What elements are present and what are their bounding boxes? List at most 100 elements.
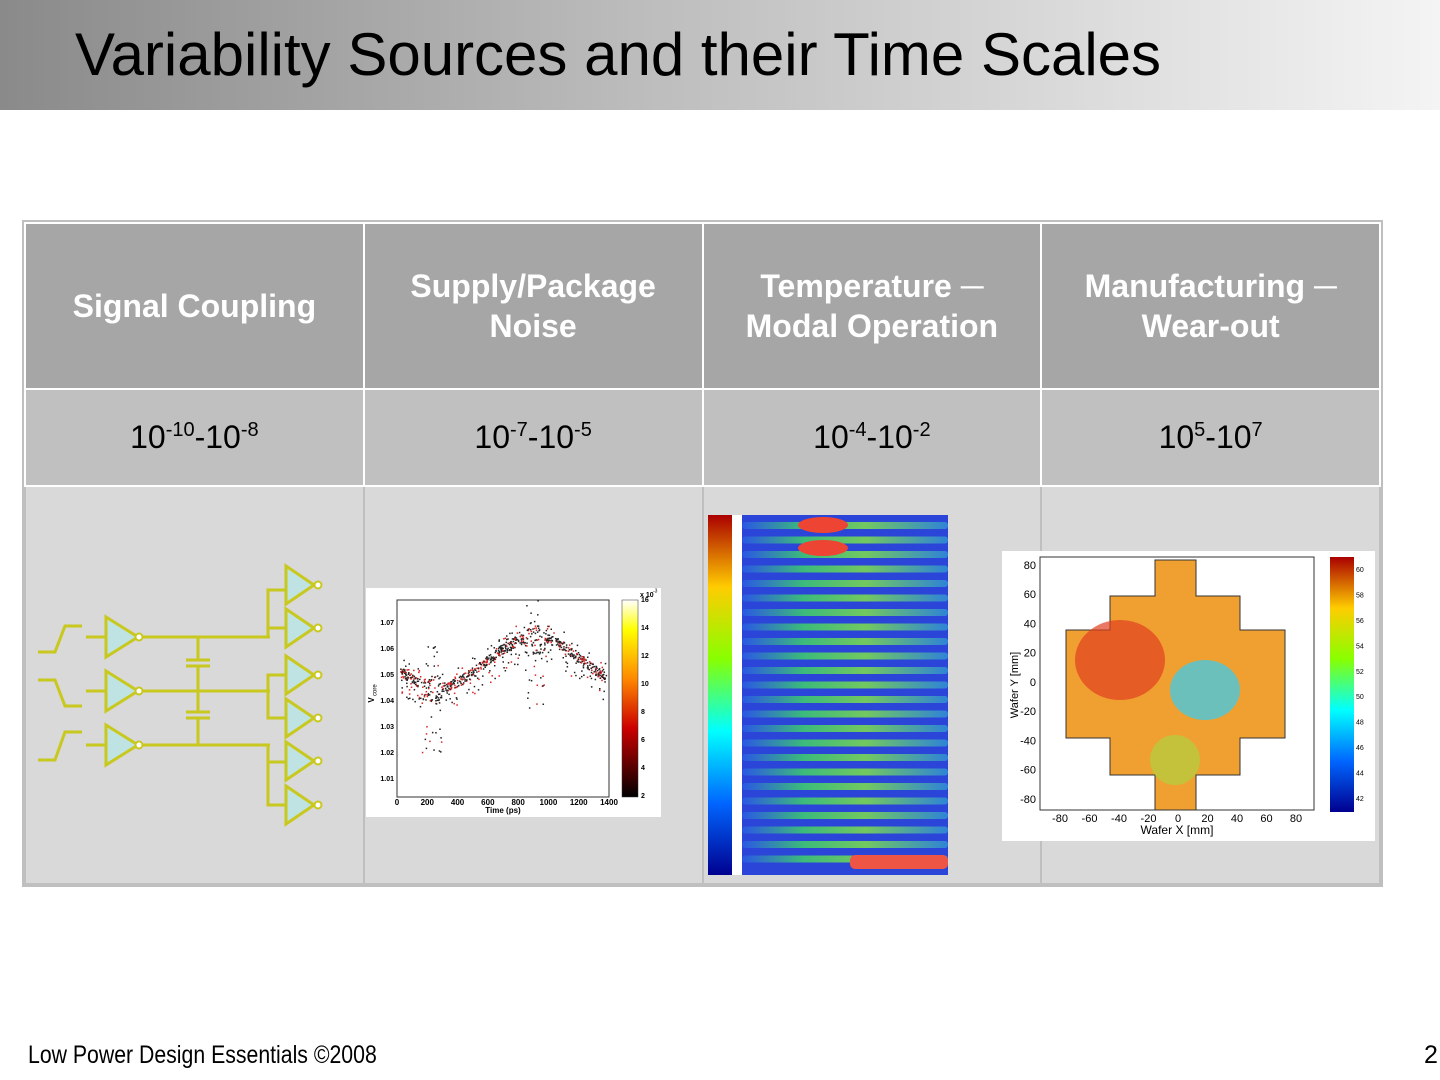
- scatter-dot: [528, 679, 531, 681]
- scatter-dot: [482, 664, 485, 667]
- scatter-dot: [590, 671, 593, 674]
- scatter-dot: [489, 661, 492, 664]
- scatter-dot: [427, 646, 430, 648]
- scatter-dot: [417, 684, 419, 687]
- scatter-dot: [595, 671, 597, 673]
- scatter-dot: [495, 656, 497, 659]
- scatter-dot: [551, 640, 554, 642]
- scatter-dot: [448, 693, 450, 696]
- scatter-dot: [528, 632, 530, 635]
- scatter-dot: [510, 661, 513, 663]
- scatter-dot: [463, 677, 466, 679]
- scatter-dot: [403, 671, 406, 673]
- scatter-dot: [603, 678, 606, 681]
- scatter-dot: [501, 648, 503, 650]
- scatter-dot: [547, 625, 549, 628]
- scatter-dot: [453, 678, 455, 681]
- scatter-dot: [405, 677, 408, 679]
- y-tick-label: 60: [1024, 589, 1036, 601]
- y-tick-label: 0: [1030, 677, 1036, 689]
- scatter-dot: [546, 639, 549, 641]
- scatter-dot: [564, 653, 567, 656]
- header-line: Temperature ─: [760, 268, 984, 304]
- scatter-dot: [425, 687, 428, 689]
- scatter-dot: [428, 687, 430, 690]
- scatter-dot: [521, 642, 523, 644]
- scatter-dot: [527, 692, 530, 694]
- scatter-dot: [510, 641, 513, 644]
- scatter-dot: [498, 639, 501, 641]
- scatter-dot: [531, 633, 533, 635]
- thermal-map: [708, 515, 948, 875]
- scatter-dot: [601, 675, 604, 678]
- scatter-dot: [446, 690, 448, 692]
- scatter-dot: [548, 634, 551, 637]
- scatter-dot: [430, 716, 433, 718]
- scatter-dot: [512, 640, 515, 643]
- thermal-stripe: [742, 783, 948, 790]
- scatter-dot: [444, 687, 447, 690]
- scatter-dot: [417, 668, 420, 670]
- scatter-dot: [445, 689, 447, 691]
- scatter-dot: [539, 652, 542, 654]
- scatter-dot: [560, 646, 563, 649]
- scatter-dot: [454, 676, 456, 678]
- scatter-dot: [530, 640, 533, 642]
- scatter-dot: [502, 661, 505, 663]
- scatter-dot: [467, 672, 470, 675]
- scatter-dot: [482, 668, 485, 670]
- scatter-dot: [534, 632, 537, 635]
- scatter-dot: [440, 695, 443, 697]
- scatter-dot: [537, 600, 539, 602]
- scatter-dot: [484, 661, 486, 663]
- scatter-dot: [432, 691, 434, 694]
- scatter-dot: [452, 679, 454, 681]
- scatter-dot: [491, 657, 493, 659]
- scatter-dot: [407, 698, 410, 700]
- scatter-dot: [565, 670, 567, 672]
- scatter-dot: [465, 680, 468, 682]
- scatter-dot: [431, 699, 434, 701]
- scatter-dot: [485, 657, 488, 659]
- scatter-dot: [571, 652, 573, 655]
- colorbar-tick-label: 14: [641, 625, 649, 632]
- scatter-dot: [577, 661, 580, 663]
- scatter-dot: [539, 643, 542, 646]
- scatter-dot: [563, 631, 565, 634]
- scatter-dot: [426, 726, 428, 728]
- scatter-dot: [505, 667, 508, 669]
- thermal-stripe: [742, 797, 948, 805]
- scatter-dot: [476, 677, 479, 680]
- scatter-dot: [513, 642, 516, 645]
- thermal-stripe: [742, 594, 948, 602]
- scatter-dot: [569, 653, 572, 655]
- scatter-dot: [486, 656, 488, 658]
- scatter-dot: [445, 683, 448, 686]
- scatter-dot: [533, 652, 535, 654]
- scatter-dot: [535, 649, 537, 652]
- scatter-dot: [486, 661, 488, 663]
- scatter-dot: [495, 649, 497, 652]
- scatter-dot: [524, 644, 527, 647]
- wafer-hot-region: [1075, 620, 1165, 700]
- colorbar-tick-label: 60: [1356, 567, 1364, 574]
- scatter-dot: [599, 671, 601, 674]
- scatter-dot: [425, 690, 428, 693]
- scatter-dot: [505, 641, 508, 644]
- scatter-dot: [533, 665, 536, 668]
- y-tick-label: 1.03: [380, 724, 394, 731]
- scatter-dot: [518, 631, 521, 634]
- scatter-dot: [603, 690, 605, 693]
- scatter-dot: [442, 688, 445, 690]
- time-scale-base: 10: [813, 419, 849, 455]
- scatter-dot: [574, 656, 577, 658]
- scatter-dot: [509, 632, 511, 635]
- scatter-dot: [436, 699, 439, 702]
- scatter-dot: [468, 670, 471, 673]
- scatter-dot: [588, 660, 591, 663]
- scatter-dot: [460, 684, 463, 686]
- scatter-dot: [487, 648, 489, 650]
- scatter-dot: [428, 694, 431, 696]
- scatter-dot: [577, 658, 580, 661]
- thermal-stripe: [742, 812, 948, 819]
